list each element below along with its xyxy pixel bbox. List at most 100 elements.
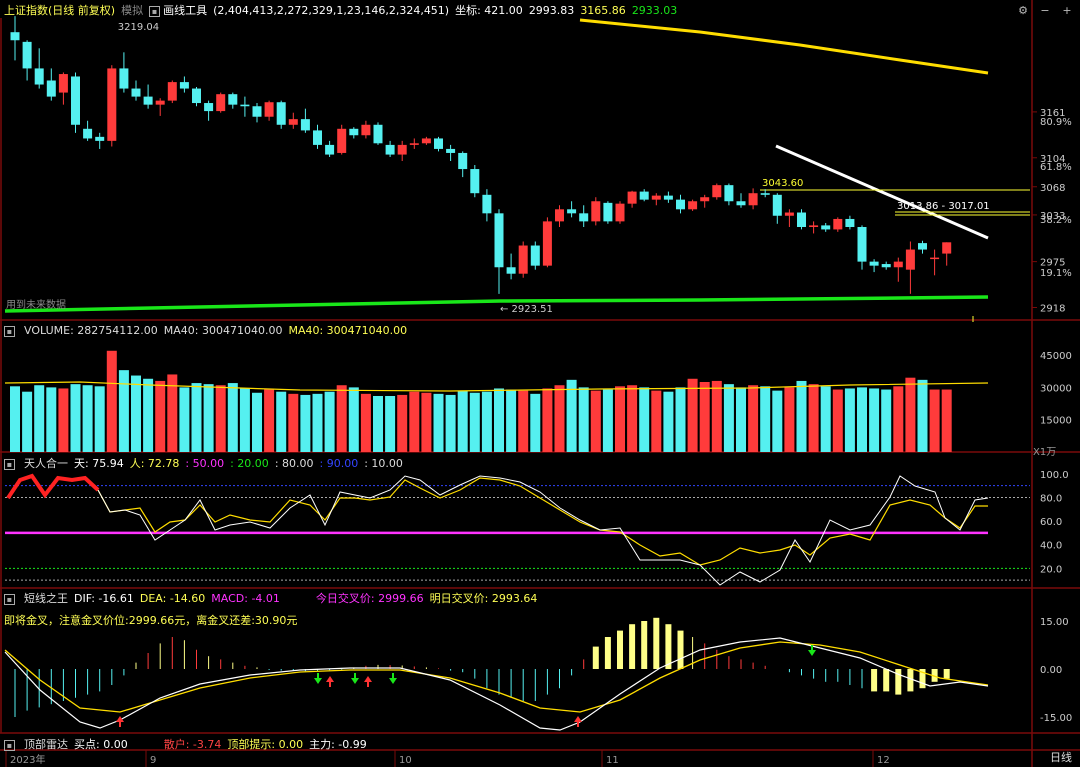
menu-box-icon[interactable]: ▪: [4, 458, 15, 470]
candle-body: [942, 242, 952, 254]
volume-bar: [832, 389, 843, 452]
candle-body: [736, 201, 746, 206]
cursor-price-1: 3165.86: [580, 4, 626, 17]
period-button[interactable]: 日线: [1050, 751, 1072, 764]
volume-bar: [651, 390, 662, 452]
macd-bar: [907, 669, 914, 692]
buy-arrow-icon: [116, 716, 124, 722]
buy-arrow-icon: [574, 716, 582, 722]
low-price-label: ← 2923.51: [500, 304, 553, 315]
macd-bar: [871, 669, 878, 692]
candle-body: [748, 193, 758, 206]
ren-line: [97, 477, 988, 566]
today-cross: 今日交叉价: 2999.66: [315, 592, 424, 605]
candle-body: [252, 106, 262, 117]
volume-bar: [324, 391, 335, 452]
tian-line: [97, 475, 989, 586]
x-axis-label: 11: [606, 755, 619, 766]
candle-body: [131, 88, 141, 97]
cursor-price-2: 2933.03: [631, 4, 678, 17]
volume-bar: [179, 387, 190, 452]
line-label: 3043.60: [762, 178, 803, 189]
candle-body: [204, 103, 214, 112]
drawing-tool[interactable]: ▪ 画线工具: [149, 2, 207, 20]
pct-tick-label: 19.1%: [1040, 268, 1072, 279]
volume-bar: [264, 389, 275, 452]
candle-body: [349, 128, 359, 136]
volume-unit: X1万: [1033, 447, 1057, 458]
candle-body: [869, 261, 879, 266]
menu-box-icon[interactable]: ▪: [4, 593, 15, 605]
candle-body: [688, 201, 698, 210]
volume-bar: [167, 374, 178, 452]
candle-body: [10, 32, 20, 41]
volume-bar: [639, 387, 650, 452]
y-tick-label: 45000: [1040, 351, 1072, 362]
volume-bar: [917, 379, 928, 452]
candle-body: [361, 124, 371, 136]
macd-bar: [604, 637, 611, 669]
volume-bar: [360, 393, 371, 452]
volume-bar: [905, 377, 916, 452]
volume-bar: [784, 387, 795, 452]
volume-bar: [288, 393, 299, 452]
volume-bar: [723, 384, 734, 452]
volume-bar: [554, 385, 565, 452]
volume-bar: [893, 386, 904, 452]
candle-body: [446, 148, 456, 153]
candle-body: [434, 138, 443, 149]
volume-bar: [445, 394, 456, 452]
settings-icon[interactable]: ⚙: [1018, 3, 1028, 17]
volume-bar: [699, 382, 710, 452]
candle-body: [458, 152, 468, 170]
volume-bar: [844, 388, 855, 452]
volume-bar: [276, 391, 287, 452]
volume-bar: [203, 384, 214, 452]
candle-body: [409, 143, 419, 145]
macd-bar: [931, 669, 938, 682]
pct-tick-label: 61.8%: [1040, 162, 1072, 173]
candle-body: [615, 203, 625, 222]
dif-line: [4, 637, 989, 731]
coord-label: 坐标: 421.00: [455, 4, 523, 17]
volume-bar: [506, 389, 517, 452]
volume-bar: [857, 387, 867, 452]
candle-body: [579, 213, 589, 222]
candle-body: [712, 185, 722, 198]
macd-bar: [617, 630, 623, 669]
volume-bar: [711, 380, 722, 452]
macd-value: MACD: -4.01: [211, 592, 280, 605]
candle-body: [228, 94, 238, 105]
volume-bar: [191, 383, 202, 452]
volume-bar: [808, 384, 819, 452]
candle-body: [373, 124, 383, 144]
candle-body: [905, 249, 915, 270]
x-axis-label: 2023年: [10, 753, 45, 766]
menu-box-icon[interactable]: ▪: [4, 325, 15, 337]
volume-bar: [34, 385, 45, 452]
dif-value: DIF: -16.61: [74, 592, 134, 605]
volume-bar: [106, 350, 117, 452]
volume-bar: [820, 386, 831, 452]
y-tick-label: 3161: [1040, 108, 1065, 119]
candle-body: [337, 128, 347, 153]
level-90: : 90.00: [319, 457, 359, 470]
y-tick-label: 2918: [1040, 304, 1065, 315]
tomorrow-cross: 明日交叉价: 2993.64: [429, 592, 538, 605]
menu-box-icon[interactable]: ▪: [4, 739, 15, 751]
index-title[interactable]: 上证指数(日线 前复权): [4, 4, 116, 17]
volume-bar: [397, 394, 408, 452]
candle-body: [179, 82, 189, 89]
minus-icon[interactable]: −: [1040, 3, 1050, 17]
candle-body: [240, 104, 250, 107]
volume-bar: [772, 390, 783, 452]
volume-bar: [118, 370, 129, 452]
plus-icon[interactable]: +: [1062, 3, 1072, 17]
level-20: : 20.00: [230, 457, 269, 470]
candle-body: [530, 245, 540, 266]
candle-body: [639, 191, 649, 200]
macd-bar: [653, 617, 660, 669]
volume-ma-line: [4, 381, 989, 392]
candle-body: [542, 221, 552, 266]
